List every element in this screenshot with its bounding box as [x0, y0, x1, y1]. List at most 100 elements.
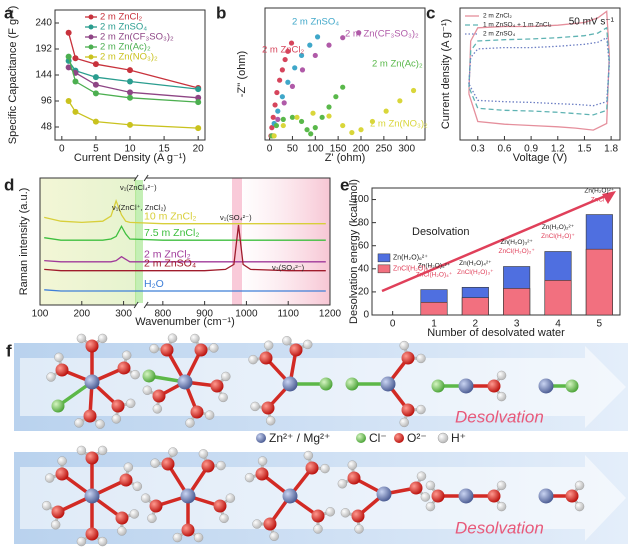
series-label: 2 m Zn(Ac)₂: [372, 59, 423, 70]
region-shade: [237, 178, 330, 305]
legend-text: Zn²⁺ / Mg²⁺: [269, 431, 330, 445]
panel-label: f: [6, 341, 12, 360]
atom-h: [425, 480, 436, 491]
y-tick-label: 100: [352, 194, 369, 205]
x-tick-label: 200: [73, 309, 90, 320]
annotation: ν₁(ZnCl₄²⁻): [120, 183, 157, 192]
x-tick-label: 1000: [235, 309, 258, 320]
data-point: [358, 127, 364, 133]
legend-swatch: [377, 264, 391, 274]
atom-zn: [282, 488, 298, 504]
atom-o: [401, 403, 415, 417]
break-mark: [133, 301, 139, 309]
atom-h: [152, 404, 163, 414]
legend-text: 1 m ZnSO₄ + 1 m ZnCl₂: [483, 22, 552, 29]
x-tick-label: 300: [115, 309, 132, 320]
series-line: [68, 60, 199, 90]
series-line: [468, 10, 610, 131]
x-tick-label: 0.3: [471, 144, 485, 155]
atom-h: [399, 417, 409, 428]
break-mark: [143, 174, 149, 182]
data-point: [72, 108, 79, 115]
data-point: [299, 67, 306, 73]
legend-atom: [356, 433, 366, 443]
atom-o: [431, 489, 445, 503]
break-mark: [133, 174, 139, 182]
trend-arrow: [381, 192, 611, 293]
atom-h: [416, 471, 427, 481]
x-tick-label: 20: [193, 144, 205, 155]
atom-h: [111, 414, 122, 424]
atom-h: [244, 472, 255, 483]
bar-label: Zn(H₂O)₂²⁺: [542, 224, 575, 231]
atom-o: [181, 523, 195, 537]
atom-o: [85, 339, 99, 353]
atom-cl: [319, 377, 333, 391]
data-point: [307, 42, 313, 48]
atom-h: [167, 333, 178, 343]
y-tick-label: 96: [41, 96, 53, 107]
axis-break: [136, 303, 147, 307]
series-label: H₂O: [144, 278, 164, 290]
data-point: [282, 56, 288, 63]
atom-h: [97, 445, 108, 456]
y-axis-label: Current density (A g⁻¹): [440, 19, 452, 129]
y-tick-label: 20: [358, 287, 370, 298]
atom-h: [76, 445, 87, 456]
data-point: [279, 94, 285, 100]
atom-h: [416, 404, 426, 415]
series-label: 2 m ZnSO₄: [144, 257, 196, 269]
series-label: 7.5 m ZnCl₂: [144, 227, 199, 239]
data-point: [289, 83, 296, 89]
atom-zn: [538, 488, 554, 504]
legend-text: 2 m ZnCl₂: [100, 12, 143, 23]
axes-frame: [371, 187, 621, 316]
legend-marker: [88, 44, 94, 50]
legend-swatch: [377, 253, 391, 263]
atom-zn: [84, 374, 100, 390]
atom-h: [574, 480, 585, 491]
legend-text: O²⁻: [407, 431, 427, 445]
atom-o: [119, 473, 133, 487]
atom-h: [117, 526, 127, 536]
data-point: [298, 52, 305, 59]
chart-title: Desolvation: [412, 226, 469, 238]
data-point: [369, 118, 376, 125]
atom-o: [305, 461, 319, 475]
atom-h: [121, 350, 132, 360]
x-tick-label: 0: [267, 144, 273, 155]
x-tick-label: 900: [196, 309, 213, 320]
atom-o: [255, 467, 269, 481]
panel-label: a: [4, 3, 14, 22]
series-line: [67, 56, 199, 103]
panel-label: b: [216, 3, 226, 22]
atom-o: [115, 511, 129, 525]
data-point: [277, 77, 283, 83]
atom-h: [303, 339, 313, 350]
atom-h: [185, 418, 195, 428]
atom-h: [313, 524, 323, 534]
atom-h: [221, 371, 231, 382]
atom-h: [337, 479, 348, 489]
bar-label: Zn(H₂O)²⁺: [584, 187, 614, 194]
atom-o: [565, 489, 579, 503]
atom-h: [190, 333, 200, 344]
atom-zn: [177, 374, 193, 390]
x-tick-label: 800: [154, 309, 171, 320]
molecules: [41, 333, 585, 547]
data-point: [310, 110, 316, 116]
atom-o: [261, 401, 275, 415]
series-line: [468, 36, 610, 107]
legend-marker: [88, 14, 94, 20]
x-tick-label: 250: [376, 144, 393, 155]
legend-text: ZnCl(H₂O)₅⁺: [393, 266, 432, 273]
atom-cl: [431, 379, 445, 393]
series-label: 2 m Zn(NO₃)₂: [370, 119, 428, 130]
atom-h: [209, 343, 219, 353]
data-point: [280, 116, 286, 122]
atom-o: [487, 379, 501, 393]
atom-zn: [538, 378, 554, 394]
atom-cl: [51, 399, 65, 413]
legend-marker: [88, 34, 94, 40]
x-tick-label: 0.9: [524, 144, 538, 155]
